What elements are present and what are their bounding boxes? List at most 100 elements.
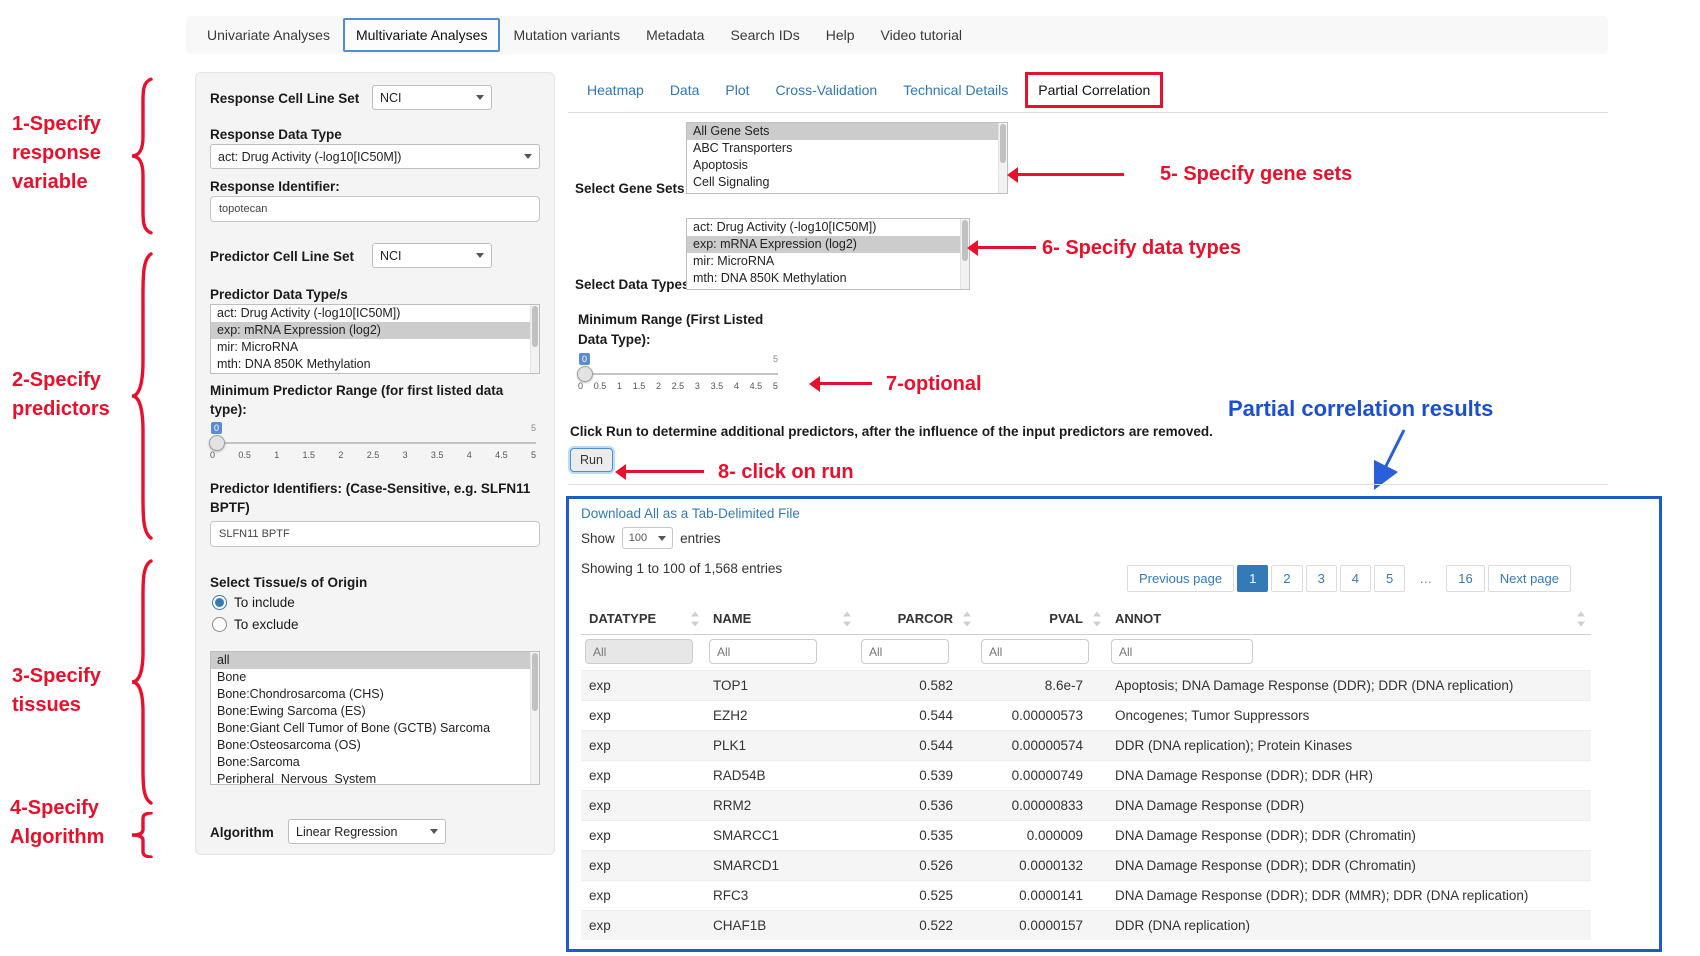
- red-arrow-icon: [1007, 166, 1124, 183]
- listbox-option[interactable]: All Gene Sets: [687, 123, 1007, 140]
- listbox-option[interactable]: mth: DNA 850K Methylation: [693, 271, 847, 285]
- min-predictor-range-slider[interactable]: 0 5 0 0.5 1 1.5 2 2.5 3 3.5 4 4.5 5: [209, 422, 536, 469]
- minimum-range-slider[interactable]: 0 5 0 0.5 1 1.5 2 2.5 3 3.5 4 4.5 5: [577, 353, 778, 400]
- tissue-include-radio[interactable]: To include: [212, 595, 295, 610]
- run-button[interactable]: Run: [570, 448, 613, 472]
- nav-metadata[interactable]: Metadata: [646, 27, 705, 43]
- cell: 0.00000833: [1011, 798, 1083, 813]
- page-size-select[interactable]: 100: [621, 527, 674, 549]
- cell: exp: [589, 888, 611, 903]
- previous-page-button[interactable]: Previous page: [1126, 565, 1235, 592]
- slider-tick-labels: 0 0.5 1 1.5 2 2.5 3 3.5 4 4.5 5: [210, 450, 536, 460]
- slider-handle[interactable]: [209, 435, 225, 451]
- listbox-option[interactable]: mir: MicroRNA: [217, 340, 299, 354]
- listbox-option[interactable]: Cell Signaling: [693, 175, 770, 189]
- filter-annot-input[interactable]: [1111, 639, 1253, 664]
- cell: exp: [589, 828, 611, 843]
- sort-icon[interactable]: [691, 611, 699, 626]
- listbox-option[interactable]: Bone: [217, 670, 247, 684]
- results-table: DATATYPE NAME PARCOR PVAL ANNOT exp TOP1 0…: [581, 603, 1591, 940]
- predictor-identifiers-input[interactable]: SLFN11 BPTF: [210, 521, 540, 547]
- red-arrow-icon: [967, 239, 1036, 256]
- predictor-data-types-label: Predictor Data Type/s: [210, 287, 348, 302]
- slider-handle[interactable]: [577, 366, 593, 382]
- brace-predictor-section-icon: [128, 248, 154, 549]
- tab-cross-validation[interactable]: Cross-Validation: [775, 82, 878, 98]
- tab-technical-details[interactable]: Technical Details: [903, 82, 1009, 98]
- listbox-option[interactable]: Bone:Sarcoma: [217, 755, 300, 769]
- listbox-option[interactable]: exp: mRNA Expression (log2): [211, 322, 539, 339]
- next-page-button[interactable]: Next page: [1487, 565, 1571, 592]
- tab-partial-correlation[interactable]: Partial Correlation: [1025, 72, 1164, 108]
- sort-icon[interactable]: [963, 611, 971, 626]
- nav-search-ids[interactable]: Search IDs: [730, 27, 800, 43]
- radio-unchecked-icon: [212, 617, 227, 632]
- algorithm-select[interactable]: Linear Regression: [288, 819, 446, 844]
- nav-help[interactable]: Help: [825, 27, 855, 43]
- listbox-option[interactable]: act: Drug Activity (-log10[IC50M]): [217, 306, 401, 320]
- predictor-cell-line-set-select[interactable]: NCI: [372, 243, 492, 268]
- listbox-option[interactable]: mir: MicroRNA: [693, 254, 775, 268]
- page-button-2[interactable]: 2: [1271, 565, 1303, 592]
- column-header-name[interactable]: NAME: [705, 603, 857, 635]
- column-header-pval[interactable]: PVAL: [977, 603, 1107, 635]
- cell: 0.544: [919, 708, 953, 723]
- scrollbar-thumb[interactable]: [962, 220, 968, 261]
- tick: 4.5: [495, 450, 508, 460]
- tab-plot[interactable]: Plot: [725, 82, 750, 98]
- listbox-option[interactable]: Peripheral_Nervous_System: [217, 772, 377, 785]
- selected-value: Linear Regression: [296, 824, 398, 839]
- listbox-option[interactable]: Bone:Osteosarcoma (OS): [217, 738, 361, 752]
- response-cell-line-set-select[interactable]: NCI: [372, 85, 492, 110]
- listbox-option[interactable]: all: [211, 652, 539, 669]
- column-label: PARCOR: [897, 611, 953, 626]
- response-identifier-label: Response Identifier:: [210, 179, 340, 194]
- partial-correlation-results-panel: Download All as a Tab-Delimited File Sho…: [566, 496, 1662, 952]
- filter-pval-input[interactable]: [981, 639, 1089, 664]
- page-button-3[interactable]: 3: [1305, 565, 1337, 592]
- tissue-exclude-radio[interactable]: To exclude: [212, 617, 299, 632]
- listbox-option[interactable]: Bone:Chondrosarcoma (CHS): [217, 687, 384, 701]
- listbox-option[interactable]: ABC Transporters: [693, 141, 793, 155]
- scrollbar-thumb[interactable]: [1000, 124, 1006, 163]
- sort-icon[interactable]: [1093, 611, 1101, 626]
- pagination-ellipsis: …: [1408, 566, 1444, 591]
- scrollbar-thumb[interactable]: [532, 306, 538, 347]
- annotation-step5: 5- Specify gene sets: [1160, 163, 1353, 185]
- show-label: Show: [581, 530, 615, 546]
- listbox-option[interactable]: Bone:Ewing Sarcoma (ES): [217, 704, 366, 718]
- page-button-4[interactable]: 4: [1339, 565, 1372, 592]
- column-header-parcor[interactable]: PARCOR: [857, 603, 977, 635]
- slider-track[interactable]: [578, 373, 778, 375]
- page-button-16[interactable]: 16: [1446, 565, 1485, 592]
- tick: 5: [772, 381, 778, 391]
- column-header-annot[interactable]: ANNOT: [1107, 603, 1591, 635]
- nav-multivariate-analyses[interactable]: Multivariate Analyses: [342, 18, 501, 52]
- page-button-5[interactable]: 5: [1374, 565, 1406, 592]
- scrollbar: [998, 123, 1007, 193]
- scrollbar-thumb[interactable]: [532, 653, 538, 712]
- response-identifier-input[interactable]: topotecan: [210, 196, 540, 222]
- listbox-option[interactable]: Apoptosis: [693, 158, 748, 172]
- column-header-datatype[interactable]: DATATYPE: [581, 603, 705, 635]
- sort-icon[interactable]: [843, 611, 851, 626]
- cell: DNA Damage Response (DDR): [1115, 798, 1305, 813]
- nav-mutation-variants[interactable]: Mutation variants: [513, 27, 621, 43]
- nav-univariate-analyses[interactable]: Univariate Analyses: [207, 27, 330, 43]
- filter-name-input[interactable]: [709, 639, 817, 664]
- slider-track[interactable]: [210, 442, 536, 444]
- sort-icon[interactable]: [1577, 611, 1585, 626]
- tab-heatmap[interactable]: Heatmap: [587, 82, 644, 98]
- page-button-1[interactable]: 1: [1237, 565, 1269, 592]
- listbox-option[interactable]: exp: mRNA Expression (log2): [687, 236, 969, 253]
- tab-data[interactable]: Data: [669, 82, 700, 98]
- listbox-option[interactable]: mth: DNA 850K Methylation: [217, 357, 371, 371]
- download-link[interactable]: Download All as a Tab-Delimited File: [581, 506, 800, 521]
- filter-datatype-input[interactable]: [585, 639, 693, 664]
- showing-entries-text: Showing 1 to 100 of 1,568 entries: [581, 561, 783, 576]
- response-data-type-select[interactable]: act: Drug Activity (-log10[IC50M]): [210, 144, 540, 169]
- listbox-option[interactable]: Bone:Giant Cell Tumor of Bone (GCTB) Sar…: [217, 721, 491, 735]
- nav-video-tutorial[interactable]: Video tutorial: [880, 27, 962, 43]
- listbox-option[interactable]: act: Drug Activity (-log10[IC50M]): [693, 220, 877, 234]
- filter-parcor-input[interactable]: [861, 639, 949, 664]
